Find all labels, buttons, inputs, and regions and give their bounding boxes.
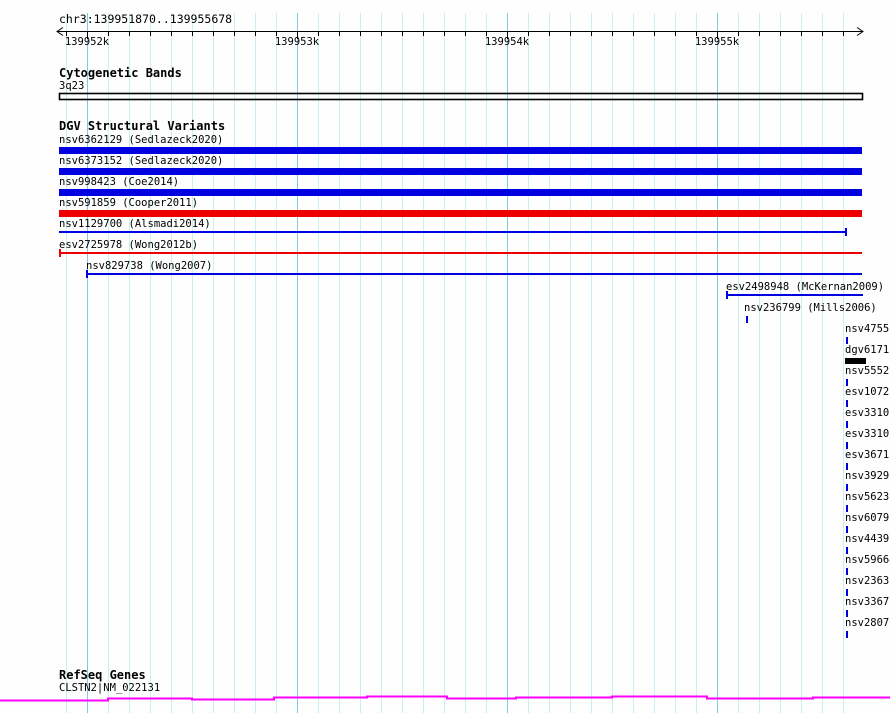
- track-title-dgv-structural-variants: DGV Structural Variants: [59, 119, 226, 133]
- variant-tick[interactable]: [846, 505, 848, 512]
- variant-bar[interactable]: [59, 189, 862, 196]
- variant-endtick: [726, 291, 728, 299]
- variant-label[interactable]: nsv56230: [845, 491, 890, 503]
- variant-label[interactable]: nsv47551: [845, 323, 890, 335]
- track-title-cytogenetic-bands: Cytogenetic Bands: [59, 66, 182, 80]
- variant-label[interactable]: esv33105: [845, 407, 890, 419]
- variant-line[interactable]: [59, 252, 862, 254]
- variant-label[interactable]: nsv998423 (Coe2014): [59, 176, 180, 188]
- variant-endtick: [86, 270, 88, 278]
- variant-tick[interactable]: [746, 316, 748, 323]
- variant-line[interactable]: [726, 294, 863, 296]
- variant-tick[interactable]: [846, 526, 848, 533]
- track-title-refseq-genes: RefSeq Genes: [59, 668, 146, 682]
- variant-block[interactable]: [845, 358, 866, 364]
- variant-label[interactable]: esv10723: [845, 386, 890, 398]
- variant-label[interactable]: esv33105: [845, 428, 890, 440]
- variant-endtick: [845, 228, 847, 236]
- variant-tick[interactable]: [846, 631, 848, 638]
- variant-line[interactable]: [59, 231, 847, 233]
- variant-line[interactable]: [86, 273, 862, 275]
- variant-label[interactable]: nsv44399: [845, 533, 890, 545]
- variant-bar[interactable]: [59, 147, 862, 154]
- variant-tick[interactable]: [846, 379, 848, 386]
- variant-label[interactable]: nsv6373152 (Sedlazeck2020): [59, 155, 224, 167]
- ruler-tick-label: 139954k: [484, 36, 530, 48]
- ruler-tick-label: 139953k: [274, 36, 320, 48]
- variant-tick[interactable]: [846, 421, 848, 428]
- variant-label[interactable]: nsv829738 (Wong2007): [86, 260, 213, 272]
- variant-label[interactable]: nsv60793: [845, 512, 890, 524]
- variant-label[interactable]: esv2725978 (Wong2012b): [59, 239, 199, 251]
- variant-endtick: [59, 249, 61, 257]
- variant-tick[interactable]: [846, 337, 848, 344]
- variant-tick[interactable]: [846, 442, 848, 449]
- variant-tick[interactable]: [846, 484, 848, 491]
- variant-label[interactable]: nsv1129700 (Alsmadi2014): [59, 218, 211, 230]
- ruler-tick-label: 139955k: [694, 36, 740, 48]
- variant-tick[interactable]: [846, 463, 848, 470]
- cytoband-glyph[interactable]: [58, 92, 864, 101]
- variant-label[interactable]: nsv236799 (Mills2006): [744, 302, 877, 314]
- variant-tick[interactable]: [846, 547, 848, 554]
- variant-tick[interactable]: [846, 589, 848, 596]
- variant-bar[interactable]: [59, 210, 862, 217]
- variant-label[interactable]: nsv59664: [845, 554, 890, 566]
- variant-label[interactable]: esv36711: [845, 449, 890, 461]
- variant-tick[interactable]: [846, 610, 848, 617]
- ruler-tick-label: 139952k: [64, 36, 110, 48]
- variant-label[interactable]: nsv23638: [845, 575, 890, 587]
- cytoband-label: 3q23: [59, 80, 85, 92]
- variant-label[interactable]: nsv39298: [845, 470, 890, 482]
- gene-line[interactable]: [0, 695, 890, 702]
- variant-label[interactable]: nsv591859 (Cooper2011): [59, 197, 199, 209]
- ruler-arrow-right-icon: [856, 27, 864, 36]
- ruler-arrow-left-icon: [56, 27, 64, 36]
- variant-tick[interactable]: [846, 400, 848, 407]
- variant-label[interactable]: nsv55529: [845, 365, 890, 377]
- variant-tick[interactable]: [846, 568, 848, 575]
- region-coordinates: chr3:139951870..139955678: [59, 12, 233, 26]
- gene-label[interactable]: CLSTN2|NM_022131: [59, 682, 161, 694]
- variant-bar[interactable]: [59, 168, 862, 175]
- variant-label[interactable]: esv2498948 (McKernan2009): [726, 281, 885, 293]
- variant-label[interactable]: nsv33677: [845, 596, 890, 608]
- variant-label[interactable]: nsv6362129 (Sedlazeck2020): [59, 134, 224, 146]
- variant-label[interactable]: nsv28079: [845, 617, 890, 629]
